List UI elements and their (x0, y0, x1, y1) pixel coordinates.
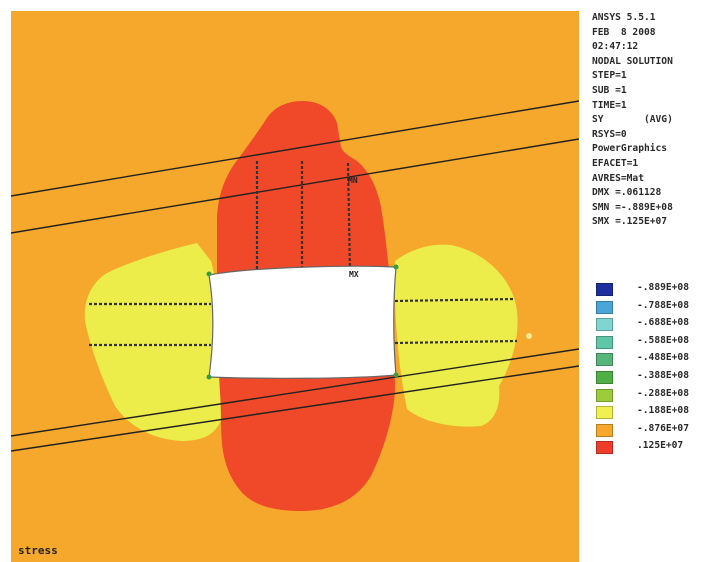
rock-bolt (394, 339, 518, 345)
legend-color-swatch (596, 318, 613, 332)
rock-bolt (346, 162, 352, 274)
legend-value-label: -.388E+08 (637, 369, 689, 381)
legend-color-swatch (596, 370, 613, 384)
legend-row: -.688E+08 (596, 314, 714, 332)
stress-contour-plot: MN MX (11, 11, 579, 562)
legend-value-label: -.688E+08 (637, 317, 689, 329)
corner-node (393, 372, 399, 378)
corner-node (206, 271, 212, 277)
legend-color-swatch (596, 406, 613, 420)
legend-value-label: -.488E+08 (637, 352, 689, 364)
nodal-marker (526, 333, 532, 339)
min-marker-label: MN (348, 176, 358, 185)
legend-value-label: -.889E+08 (637, 282, 689, 293)
ansys-info-panel: ANSYS 5.5.1 FEB 8 2008 02:47:12 NODAL SOLUT… (592, 11, 714, 230)
legend-value-label: -.188E+08 (637, 405, 689, 417)
legend-value-label: -.288E+08 (637, 387, 689, 399)
legend-value-label: -.588E+08 (637, 334, 689, 346)
legend-row: -.288E+08 (596, 385, 714, 403)
contour-legend: -.889E+08 -.788E+08 -.688E+08 -.588E+08 -.48… (596, 279, 714, 455)
info-line: 02:47:12 (592, 41, 639, 53)
yellow-stress-zone-left (84, 243, 225, 441)
legend-color-swatch (596, 283, 613, 296)
legend-color-swatch (596, 423, 613, 437)
legend-row: .125E+07 (596, 437, 714, 455)
max-marker-label: MX (349, 270, 359, 279)
rock-bolt (394, 297, 516, 303)
legend-color-swatch (596, 335, 613, 349)
info-line: AVRES=Mat (592, 172, 644, 184)
info-line: NODAL SOLUTION (592, 55, 673, 67)
plot-caption: stress (18, 544, 58, 557)
legend-row: -.488E+08 (596, 349, 714, 367)
strata-line (11, 100, 579, 197)
corner-node (393, 264, 399, 270)
info-line: FEB 8 2008 (592, 26, 656, 38)
legend-row: -.876E+07 (596, 420, 714, 438)
legend-row: -.889E+08 (596, 279, 714, 297)
legend-row: -.788E+08 (596, 297, 714, 315)
info-line: STEP=1 (592, 70, 627, 82)
legend-row: -.588E+08 (596, 332, 714, 350)
legend-color-swatch (596, 300, 613, 314)
legend-color-swatch (596, 441, 613, 455)
info-line: RSYS=0 (592, 128, 627, 140)
legend-value-label: .125E+07 (637, 440, 684, 452)
info-line: EFACET=1 (592, 157, 639, 169)
info-line: SMX =.125E+07 (592, 216, 668, 228)
info-line: TIME=1 (592, 99, 627, 111)
info-line: PowerGraphics (592, 143, 668, 155)
strata-line (11, 138, 579, 234)
info-line: SMN =-.889E+08 (592, 201, 673, 213)
legend-color-swatch (596, 388, 613, 402)
legend-row: -.188E+08 (596, 402, 714, 420)
info-line: SUB =1 (592, 84, 627, 96)
info-line: DMX =.061128 (592, 187, 662, 199)
contour-plot-viewport[interactable]: MN MX (11, 11, 579, 562)
legend-color-swatch (596, 353, 613, 367)
yellow-stress-zone-right (394, 244, 518, 427)
info-line: ANSYS 5.5.1 (592, 12, 656, 23)
legend-row: -.388E+08 (596, 367, 714, 385)
strata-line (11, 365, 579, 452)
info-line: SY (AVG) (592, 114, 673, 126)
corner-node (206, 374, 212, 380)
tunnel-opening (208, 265, 397, 379)
legend-value-label: -.788E+08 (637, 299, 689, 311)
legend-value-label: -.876E+07 (637, 422, 689, 434)
strata-line (11, 348, 579, 437)
